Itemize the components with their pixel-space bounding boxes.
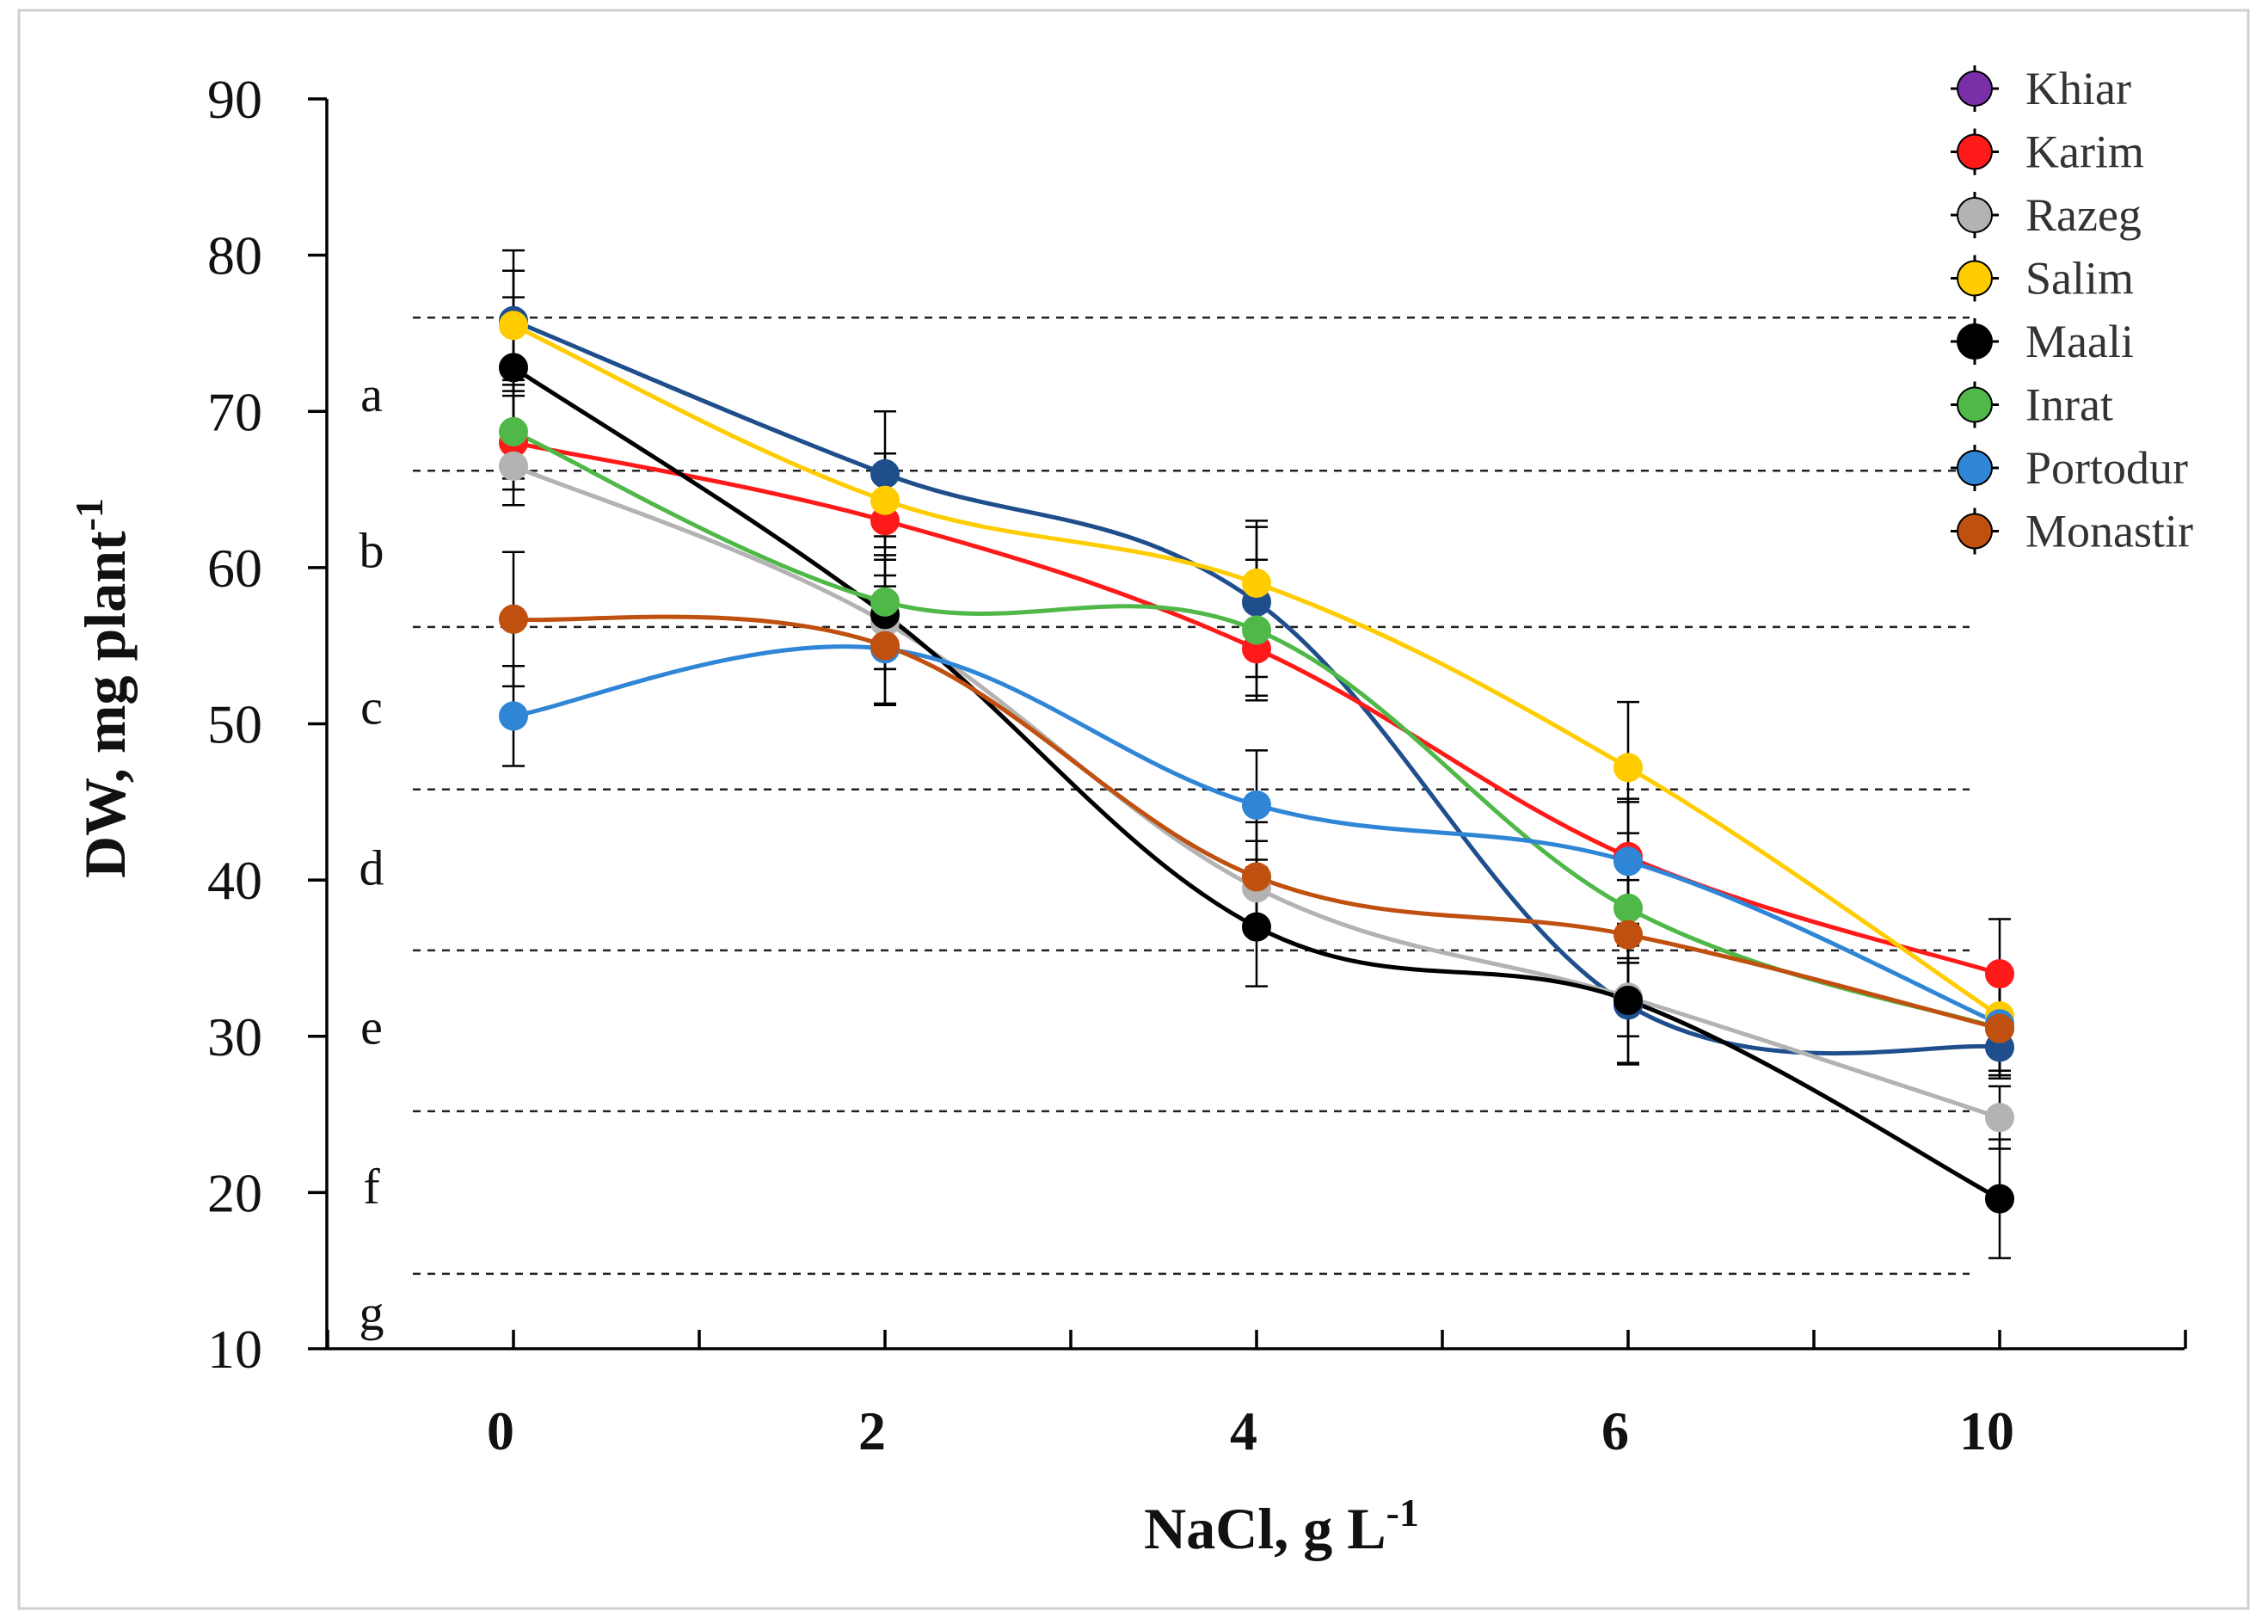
- axes: 10 20 30 40 50 60 70 80 90 0 2 4 6 10: [207, 69, 2187, 1461]
- y-tick-label-50: 50: [207, 694, 262, 755]
- x-axis-title: NaCl, g L-1: [1144, 1491, 1419, 1561]
- series-line-khiar: [513, 318, 2001, 1056]
- y-tick-label-60: 60: [207, 538, 262, 599]
- group-letter-e: e: [360, 1000, 383, 1055]
- legend-label-karim: Karim: [2025, 126, 2144, 178]
- legend: Khiar Karim Razeg Salim Maali Inrat Portodur Mo…: [1951, 63, 2193, 557]
- data-point-maali-10: [1985, 1184, 2014, 1214]
- data-point-inrat-6: [1613, 893, 1643, 923]
- legend-marker-inrat: [1957, 386, 1993, 423]
- y-tick-label-30: 30: [207, 1006, 262, 1067]
- data-point-maali-6: [1613, 985, 1643, 1015]
- legend-marker-karim: [1957, 133, 1993, 170]
- data-point-khiar-2: [870, 458, 900, 489]
- data-point-salim-0: [499, 311, 528, 341]
- group-letter-a: a: [360, 366, 383, 422]
- group-letter-b: b: [360, 523, 384, 579]
- y-tick-label-80: 80: [207, 225, 262, 286]
- x-tick-label-0: 0: [487, 1400, 514, 1461]
- legend-label-inrat: Inrat: [2025, 379, 2113, 431]
- reference-lines: [413, 317, 1970, 1276]
- data-point-portodur-4: [1242, 790, 1271, 820]
- data-point-maali-4: [1242, 912, 1271, 942]
- data-point-monastir-10: [1985, 1013, 2014, 1043]
- data-point-monastir-2: [870, 631, 900, 661]
- y-tick-label-10: 10: [207, 1319, 262, 1380]
- y-axis-title: DW, mg plant-1: [67, 498, 138, 878]
- data-point-razeg-10: [1985, 1103, 2014, 1133]
- data-point-maali-0: [499, 353, 528, 383]
- data-point-salim-6: [1613, 753, 1643, 783]
- data-point-karim-10: [1985, 959, 2014, 989]
- data-point-portodur-0: [499, 701, 528, 731]
- legend-label-monastir: Monastir: [2025, 506, 2193, 557]
- data-point-portodur-6: [1613, 846, 1643, 877]
- legend-label-salim: Salim: [2025, 253, 2134, 304]
- y-axis-title-superscript: -1: [67, 498, 111, 531]
- data-point-monastir-4: [1242, 862, 1271, 892]
- data-point-inrat-4: [1242, 615, 1271, 645]
- legend-marker-khiar: [1957, 71, 1993, 107]
- legend-marker-portodur: [1957, 450, 1993, 486]
- data-point-monastir-6: [1613, 920, 1643, 950]
- group-letter-f: f: [363, 1159, 380, 1215]
- x-axis-title-text: NaCl, g L: [1144, 1496, 1386, 1561]
- data-markers: [499, 305, 2014, 1214]
- group-letter-c: c: [360, 679, 383, 735]
- legend-marker-salim: [1957, 260, 1993, 297]
- data-point-monastir-0: [499, 604, 528, 634]
- legend-label-maali: Maali: [2025, 316, 2134, 367]
- legend-label-razeg: Razeg: [2025, 189, 2142, 241]
- group-letter-d: d: [360, 840, 384, 895]
- x-tick-label-4: 4: [1230, 1400, 1257, 1461]
- x-tick-label-6: 6: [1601, 1400, 1629, 1461]
- legend-marker-maali: [1957, 323, 1993, 360]
- data-point-razeg-0: [499, 451, 528, 481]
- x-tick-label-2: 2: [858, 1400, 886, 1461]
- y-tick-label-90: 90: [207, 69, 262, 130]
- y-tick-label-20: 20: [207, 1162, 262, 1223]
- legend-label-khiar: Khiar: [2025, 63, 2131, 114]
- y-axis-title-text: DW, mg plant: [72, 531, 138, 878]
- data-point-salim-4: [1242, 569, 1271, 599]
- x-tick-label-10: 10: [1959, 1400, 2014, 1461]
- legend-label-portodur: Portodur: [2025, 442, 2188, 494]
- data-point-salim-2: [870, 485, 900, 515]
- data-point-inrat-0: [499, 416, 528, 446]
- x-axis-title-superscript: -1: [1386, 1491, 1419, 1535]
- legend-marker-razeg: [1957, 197, 1993, 233]
- data-point-inrat-2: [870, 587, 900, 617]
- significance-group-letters: a b c d e f g: [360, 366, 384, 1341]
- group-letter-g: g: [360, 1285, 384, 1341]
- y-tick-label-40: 40: [207, 850, 262, 911]
- y-tick-label-70: 70: [207, 381, 262, 442]
- legend-marker-monastir: [1957, 513, 1993, 550]
